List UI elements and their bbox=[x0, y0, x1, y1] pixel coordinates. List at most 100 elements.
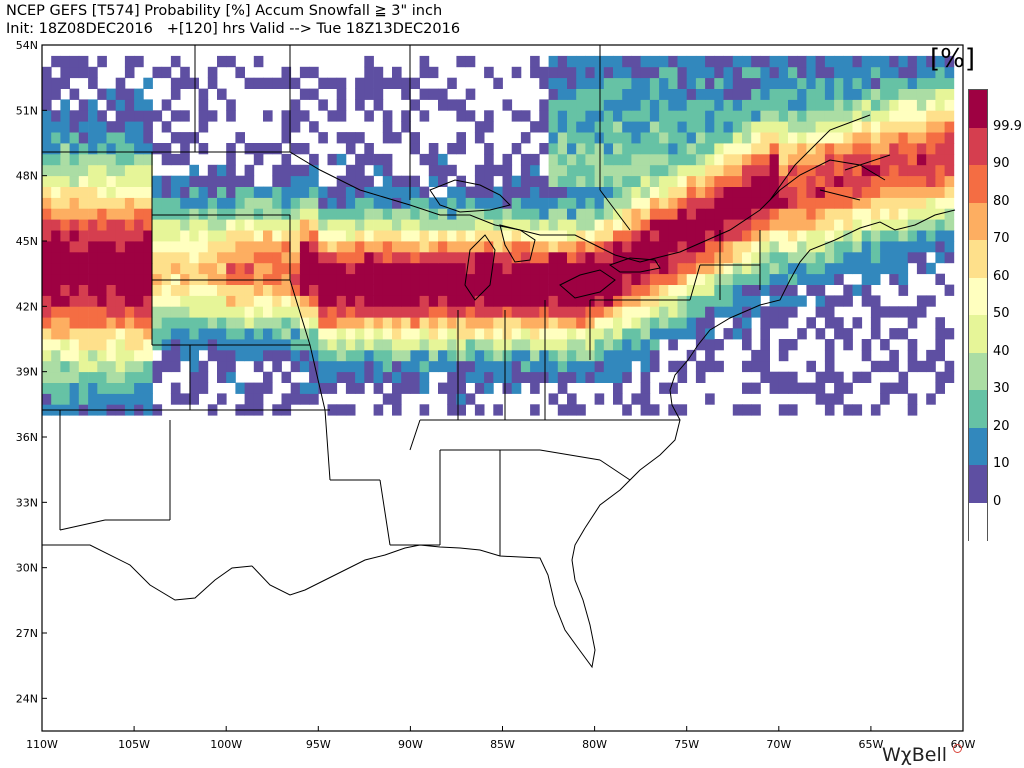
probability-cell bbox=[677, 77, 688, 89]
probability-cell bbox=[686, 77, 697, 89]
probability-cell bbox=[751, 143, 761, 155]
probability-cell bbox=[824, 197, 835, 209]
probability-cell bbox=[880, 66, 890, 79]
probability-cell bbox=[567, 164, 577, 177]
probability-cell bbox=[355, 208, 365, 220]
probability-cell bbox=[143, 284, 153, 296]
probability-cell bbox=[493, 371, 503, 383]
probability-cell bbox=[465, 230, 476, 242]
probability-cell bbox=[806, 153, 816, 166]
probability-cell bbox=[60, 164, 70, 177]
probability-cell bbox=[714, 143, 724, 155]
probability-cell bbox=[668, 88, 678, 100]
probability-cell bbox=[944, 328, 955, 340]
probability-cell bbox=[631, 284, 641, 296]
probability-cell bbox=[926, 197, 936, 209]
probability-cell bbox=[870, 273, 881, 285]
logo-mark-icon bbox=[953, 744, 962, 753]
probability-cell bbox=[382, 230, 393, 242]
probability-cell bbox=[788, 175, 798, 187]
probability-cell bbox=[78, 339, 89, 351]
probability-cell bbox=[428, 175, 439, 187]
probability-cell bbox=[281, 110, 292, 122]
probability-cell bbox=[170, 251, 181, 264]
probability-cell bbox=[824, 132, 835, 144]
lat-label: 42N bbox=[16, 300, 38, 313]
probability-cell bbox=[217, 393, 227, 405]
probability-cell bbox=[824, 295, 835, 307]
probability-cell bbox=[493, 208, 503, 220]
probability-cell bbox=[161, 251, 172, 264]
probability-cell bbox=[539, 328, 549, 340]
probability-cell bbox=[926, 208, 936, 220]
probability-cell bbox=[640, 404, 651, 416]
probability-cell bbox=[465, 393, 476, 405]
probability-cell bbox=[603, 306, 614, 318]
probability-cell bbox=[97, 317, 107, 329]
probability-cell bbox=[290, 186, 301, 198]
probability-cell bbox=[659, 208, 669, 220]
probability-cell bbox=[935, 88, 945, 100]
probability-cell bbox=[889, 66, 899, 79]
probability-cell bbox=[106, 339, 117, 351]
probability-cell bbox=[465, 251, 476, 264]
probability-cell bbox=[410, 360, 420, 373]
probability-cell bbox=[281, 230, 292, 242]
probability-cell bbox=[778, 371, 789, 383]
probability-cell bbox=[613, 143, 623, 155]
probability-cell bbox=[916, 164, 927, 177]
probability-cells bbox=[42, 55, 955, 416]
probability-cell bbox=[502, 306, 513, 318]
probability-cell bbox=[60, 110, 70, 122]
probability-cell bbox=[705, 88, 715, 100]
probability-cell bbox=[622, 121, 632, 133]
probability-cell bbox=[456, 306, 466, 318]
probability-cell bbox=[898, 132, 909, 144]
probability-cell bbox=[751, 88, 761, 100]
probability-cell bbox=[870, 230, 881, 242]
probability-cell bbox=[806, 219, 816, 231]
probability-cell bbox=[88, 132, 98, 144]
probability-cell bbox=[723, 219, 734, 231]
probability-cell bbox=[567, 339, 577, 351]
probability-cell bbox=[42, 66, 52, 79]
probability-cell bbox=[143, 360, 153, 373]
probability-cell bbox=[622, 262, 632, 275]
probability-cell bbox=[944, 175, 955, 187]
probability-cell bbox=[778, 349, 789, 362]
probability-cell bbox=[51, 208, 61, 220]
probability-cell bbox=[935, 66, 945, 79]
probability-cell bbox=[281, 175, 292, 187]
probability-cell bbox=[815, 219, 826, 231]
lat-label: 24N bbox=[16, 692, 38, 705]
probability-cell bbox=[69, 284, 80, 296]
probability-cell bbox=[613, 339, 623, 351]
probability-cell bbox=[198, 273, 209, 285]
probability-cell bbox=[916, 99, 927, 111]
probability-cell bbox=[134, 295, 144, 307]
probability-cell bbox=[78, 164, 89, 177]
probability-cell bbox=[410, 371, 420, 383]
probability-cell bbox=[640, 262, 651, 275]
probability-cell bbox=[106, 371, 117, 383]
probability-cell bbox=[861, 175, 872, 187]
probability-cell bbox=[751, 164, 761, 177]
probability-cell bbox=[180, 175, 190, 187]
probability-cell bbox=[474, 121, 485, 133]
probability-cell bbox=[336, 110, 347, 122]
probability-cell bbox=[576, 349, 586, 362]
probability-cell bbox=[640, 77, 651, 89]
probability-cell bbox=[797, 295, 807, 307]
probability-cell bbox=[751, 230, 761, 242]
probability-cell bbox=[732, 404, 743, 416]
probability-cell bbox=[530, 164, 540, 177]
probability-cell bbox=[180, 110, 190, 122]
probability-cell bbox=[843, 241, 853, 253]
probability-cell bbox=[502, 219, 513, 231]
probability-cell bbox=[668, 382, 678, 394]
probability-cell bbox=[907, 197, 918, 209]
probability-cell bbox=[115, 328, 126, 340]
probability-cell bbox=[60, 66, 70, 79]
probability-cell bbox=[484, 197, 494, 209]
probability-cell bbox=[907, 66, 918, 79]
